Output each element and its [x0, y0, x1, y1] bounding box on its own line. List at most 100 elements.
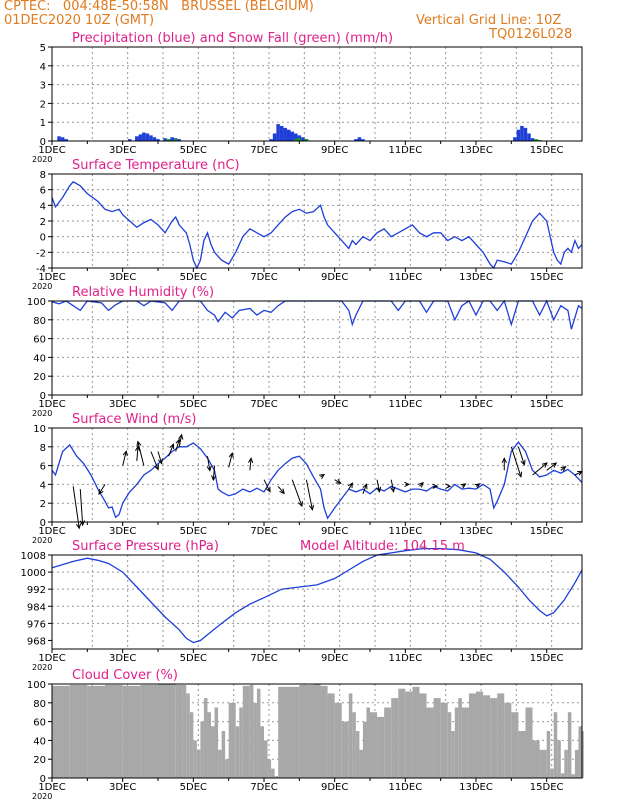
temp-ytick-label: 0 — [40, 233, 46, 244]
wind-vector-head — [211, 475, 217, 482]
wind-xtick-label: 5DEC — [180, 526, 207, 537]
cloud-area-bar — [228, 702, 236, 778]
wind-vector-head — [520, 459, 526, 466]
temp-ytick-label: -2 — [36, 248, 46, 259]
cloud-area-bar — [398, 688, 406, 778]
precip-bar-precip — [269, 139, 273, 141]
precip-ytick-label: 0 — [40, 137, 46, 148]
wind-vector — [212, 465, 216, 481]
precip-title: Precipitation (blue) and Snow Fall (gree… — [72, 31, 393, 46]
pressure-xtick-label: 3DEC — [109, 653, 136, 664]
wind-xtick-label: 15DEC — [530, 526, 564, 537]
wind-xtick-label: 13DEC — [459, 526, 493, 537]
cloud-area-bar — [122, 685, 141, 778]
wind-vector-head — [517, 471, 523, 478]
cloud-ytick-label: 20 — [33, 755, 46, 766]
pressure-ytick-label: 976 — [27, 619, 46, 630]
cloud-xtick-label: 5DEC — [180, 782, 207, 793]
cloud-area-bar — [140, 684, 158, 778]
precip-bar-precip — [286, 129, 291, 141]
cloud-area-bar — [186, 693, 190, 778]
wind-vector — [517, 446, 525, 465]
wind-vector-head — [308, 504, 315, 511]
cloud-title: Cloud Cover (%) — [72, 668, 178, 683]
precip-xtick-label: 5DEC — [180, 145, 207, 156]
temp-ytick-label: 4 — [40, 201, 46, 212]
cloud-area-bar — [578, 726, 582, 778]
pressure-xtick-label: 13DEC — [459, 653, 493, 664]
rh-xtick-label: 1DEC — [38, 399, 65, 410]
pressure-ytick-label: 984 — [27, 602, 46, 613]
precip-bar-precip — [527, 133, 531, 141]
cloud-area-bar — [211, 726, 215, 778]
temp-ytick-label: 6 — [40, 186, 46, 197]
cloud-area-bar — [461, 707, 469, 778]
cloud-ytick-label: 100 — [27, 680, 46, 691]
precip-bar-precip — [523, 127, 528, 141]
wind-vector — [546, 462, 557, 471]
pressure-xtick-label: 15DEC — [530, 653, 564, 664]
precip-bar-precip — [294, 133, 298, 141]
pressure-ytick-label: 1000 — [21, 568, 46, 579]
cloud-area-bar — [405, 691, 413, 778]
wind-vector-head — [551, 462, 558, 468]
cloud-area-bar — [242, 685, 250, 778]
wind-vector — [168, 444, 174, 457]
cloud-xtick-label: 3DEC — [109, 782, 136, 793]
precip-bar-snow — [294, 139, 298, 141]
cloud-area-bar — [419, 693, 427, 778]
station-info: CPTEC: 004:48E-50:58N BRUSSEL (BELGIUM) — [4, 0, 314, 14]
wind-xtick-label: 7DEC — [250, 526, 277, 537]
precip-bar-precip — [301, 137, 305, 141]
cloud-area-bar — [564, 749, 568, 778]
cloud-xtick-label: 15DEC — [530, 782, 564, 793]
precip-bar-precip — [177, 139, 181, 141]
rh-xtick-label: 9DEC — [321, 399, 348, 410]
rh-ytick-label: 40 — [33, 353, 46, 364]
cloud-area-bar — [447, 712, 452, 778]
cloud-area-bar — [313, 684, 321, 778]
cloud-area-bar — [235, 726, 240, 778]
cloud-area-bar — [278, 686, 300, 778]
wind-vector — [376, 479, 380, 492]
precip-bar-precip — [138, 134, 143, 141]
rh-ytick-label: 60 — [33, 335, 46, 346]
cloud-area-bar — [249, 684, 254, 778]
cloud-area-bar — [189, 712, 194, 778]
precip-bar-precip — [516, 129, 521, 141]
cloud-xtick-label: 13DEC — [459, 782, 493, 793]
rh-panel: 0 20 40 60 80 100 1DEC 3DEC 5DEC 7DEC 9DEC 11DEC 13D… — [27, 285, 583, 418]
precip-bar-snow — [173, 139, 178, 141]
cloud-area-bar — [196, 749, 201, 778]
precip-bar-precip — [64, 139, 68, 141]
temp-line — [51, 180, 583, 270]
cloud-area-bar — [550, 768, 554, 778]
temp-ytick-label: 8 — [40, 170, 46, 181]
wind-frame — [51, 427, 583, 523]
wind-vector-head — [432, 483, 439, 489]
wind-xtick-label: 9DEC — [321, 526, 348, 537]
run-date: 01DEC2020 10Z (GMT) — [4, 13, 155, 28]
precip-plot-area — [52, 47, 582, 141]
temp-xtick-label: 13DEC — [459, 272, 493, 283]
wind-vector — [305, 479, 313, 510]
cloud-area-bar — [391, 698, 399, 778]
wind-vector — [98, 484, 106, 495]
wind-vector — [178, 434, 183, 447]
wind-vector — [348, 482, 353, 490]
cloud-area-bar — [532, 740, 540, 778]
cloud-area-bar — [225, 759, 229, 778]
precip-xtick-label: 15DEC — [530, 145, 564, 156]
wind-ytick-label: 0 — [40, 518, 46, 529]
cloud-area-bar — [327, 693, 335, 778]
cloud-area-bar — [433, 698, 441, 778]
rh-xtick-label: 3DEC — [109, 399, 136, 410]
pressure-ytick-label: 992 — [27, 585, 46, 596]
temp-frame — [51, 173, 583, 269]
rh-xtick-label: 13DEC — [459, 399, 493, 410]
wind-vector-head — [460, 483, 467, 489]
wind-line — [51, 441, 583, 520]
cloud-area-bar — [348, 693, 353, 778]
precip-bar-precip — [290, 131, 295, 141]
